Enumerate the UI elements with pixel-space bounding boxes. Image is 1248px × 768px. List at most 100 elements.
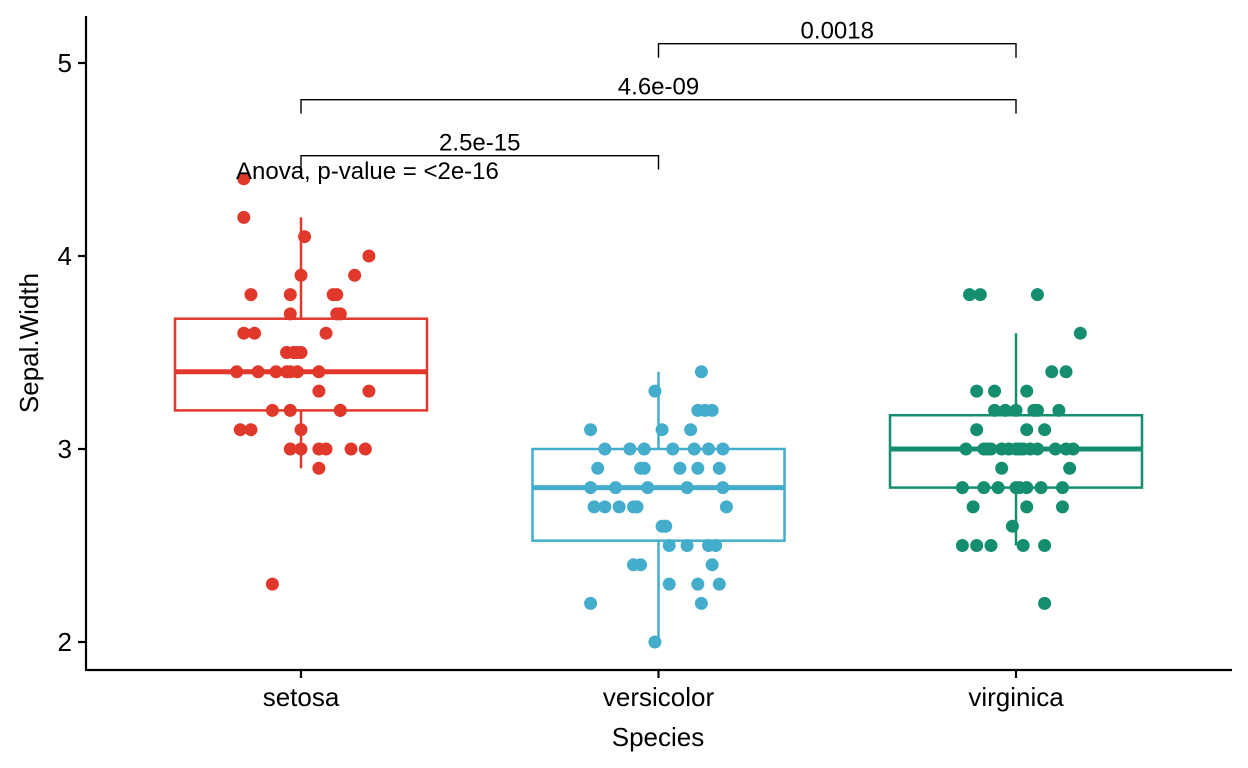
data-point-setosa (326, 288, 340, 302)
y-tick-label: 4 (58, 241, 72, 271)
data-point-versicolor (598, 500, 612, 514)
data-point-virginica (1059, 365, 1073, 379)
data-point-versicolor (584, 423, 598, 437)
data-point-virginica (1030, 288, 1044, 302)
data-point-virginica (995, 461, 1009, 475)
comparison-versicolor-virginica: 0.0018 (657, 18, 1017, 58)
data-point-setosa (362, 249, 376, 263)
y-axis-title: Sepal.Width (14, 273, 44, 413)
data-point-setosa (290, 346, 304, 359)
data-point-versicolor (705, 558, 719, 572)
data-point-setosa (283, 307, 297, 321)
data-point-virginica (1055, 500, 1069, 514)
comparison-bracket (300, 98, 1017, 114)
data-point-versicolor (634, 558, 648, 572)
data-point-setosa (358, 442, 372, 456)
data-point-versicolor (691, 403, 705, 417)
data-point-versicolor (662, 577, 676, 591)
data-point-virginica (1073, 326, 1087, 340)
points-layer (230, 172, 1087, 649)
comparison-pvalue-label: 4.6e-09 (618, 74, 699, 101)
x-tick-label: virginica (968, 682, 1064, 712)
data-point-versicolor (712, 577, 726, 591)
data-point-virginica (988, 384, 1002, 398)
comparison-setosa-virginica: 4.6e-09 (300, 74, 1017, 114)
anova-annotation: Anova, p-value = <2e-16 (236, 158, 499, 185)
data-point-setosa (237, 172, 251, 186)
y-tick-label: 3 (58, 434, 72, 464)
data-point-setosa (319, 326, 333, 340)
data-point-setosa (330, 307, 344, 321)
data-point-virginica (1020, 423, 1034, 437)
data-point-setosa (244, 288, 258, 302)
box-virginica (888, 333, 1144, 546)
x-tick-label: setosa (263, 682, 340, 712)
data-point-versicolor (662, 539, 676, 552)
data-point-setosa (237, 210, 251, 224)
data-point-virginica (988, 403, 1002, 417)
data-point-versicolor (719, 500, 733, 514)
boxes-layer (173, 217, 1144, 642)
axes-layer: 2 3 4 5 setosa versicolor virginica (58, 16, 1232, 712)
comparison-setosa-versicolor: 2.5e-15 (300, 130, 660, 170)
box-iqr (531, 447, 786, 542)
data-point-setosa (344, 442, 358, 456)
data-point-setosa (248, 326, 262, 340)
data-point-setosa (312, 384, 326, 398)
data-point-virginica (966, 500, 980, 514)
data-point-versicolor (612, 500, 626, 514)
data-point-setosa (233, 423, 247, 437)
comparison-pvalue-label: 2.5e-15 (439, 130, 520, 157)
box-iqr (173, 317, 429, 412)
data-point-versicolor (659, 519, 673, 533)
data-point-versicolor (584, 596, 598, 610)
x-axis-title: Species (612, 722, 705, 752)
data-point-virginica (1030, 403, 1044, 417)
data-point-virginica (963, 288, 977, 302)
data-point-setosa (265, 577, 279, 591)
data-point-setosa (283, 288, 297, 302)
data-point-versicolor (634, 461, 648, 475)
data-point-versicolor (691, 577, 705, 591)
data-point-virginica (973, 288, 987, 302)
comparison-bracket (657, 43, 1017, 58)
data-point-versicolor (705, 403, 719, 417)
data-point-versicolor (712, 461, 726, 475)
data-point-setosa (244, 423, 258, 437)
data-point-virginica (970, 539, 984, 552)
data-point-virginica (955, 539, 969, 552)
data-point-versicolor (591, 461, 605, 475)
data-point-setosa (312, 461, 326, 475)
data-point-virginica (1016, 539, 1030, 552)
data-point-virginica (1038, 423, 1052, 437)
data-point-versicolor (626, 500, 640, 514)
data-point-virginica (970, 423, 984, 437)
data-point-setosa (319, 442, 333, 456)
x-tick-label: versicolor (603, 682, 715, 712)
data-point-setosa (362, 384, 376, 398)
data-point-setosa (283, 442, 297, 456)
data-point-versicolor (680, 539, 694, 552)
comparison-bracket (300, 154, 660, 170)
data-point-versicolor (694, 365, 708, 379)
data-point-versicolor (702, 539, 716, 552)
data-point-virginica (1052, 403, 1066, 417)
data-point-versicolor (673, 461, 687, 475)
data-point-versicolor (694, 596, 708, 610)
data-point-virginica (984, 539, 998, 552)
data-point-versicolor (691, 461, 705, 475)
data-point-setosa (237, 326, 251, 340)
data-point-virginica (1020, 500, 1034, 514)
data-point-virginica (998, 403, 1012, 417)
y-tick-label: 2 (58, 627, 72, 657)
data-point-virginica (1045, 365, 1059, 379)
data-point-virginica (970, 384, 984, 398)
comparison-pvalue-label: 0.0018 (801, 18, 874, 45)
box-setosa (173, 217, 429, 469)
data-point-virginica (1038, 596, 1052, 610)
data-point-virginica (1063, 461, 1077, 475)
y-tick-label: 5 (58, 48, 72, 78)
data-point-versicolor (684, 423, 698, 437)
data-point-virginica (1038, 539, 1052, 552)
